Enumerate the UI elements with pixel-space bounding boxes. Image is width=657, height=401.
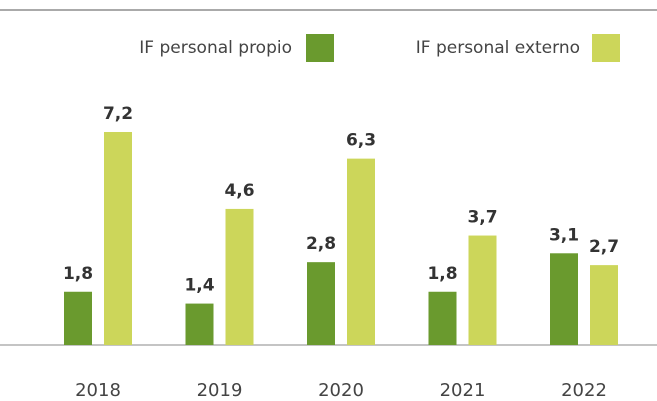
value-label: 1,8 (427, 264, 457, 284)
x-tick-label: 2021 (440, 380, 486, 401)
bar (428, 291, 457, 345)
x-tick-label: 2020 (318, 380, 364, 401)
bar (550, 253, 578, 345)
value-label: 3,1 (549, 225, 579, 245)
value-label: 2,7 (589, 237, 619, 257)
value-label: 4,6 (224, 181, 254, 201)
x-tick-label: 2022 (561, 380, 607, 401)
legend-label: IF personal propio (139, 38, 292, 58)
legend-swatch (306, 34, 334, 62)
bar (64, 291, 92, 345)
legend-swatch (592, 34, 620, 62)
bar (468, 235, 497, 345)
value-label: 6,3 (346, 131, 376, 151)
value-label: 3,7 (467, 208, 497, 228)
value-label: 7,2 (103, 104, 133, 124)
bar (347, 158, 375, 345)
value-label: 1,8 (63, 264, 93, 284)
value-label: 2,8 (306, 234, 336, 254)
value-label: 1,4 (184, 276, 214, 296)
x-tick-label: 2019 (197, 380, 243, 401)
bar (104, 132, 132, 345)
bar (225, 208, 254, 345)
bar (590, 265, 618, 345)
legend-label: IF personal externo (416, 38, 580, 58)
bar (185, 303, 214, 345)
x-tick-label: 2018 (75, 380, 121, 401)
bar (307, 262, 335, 345)
